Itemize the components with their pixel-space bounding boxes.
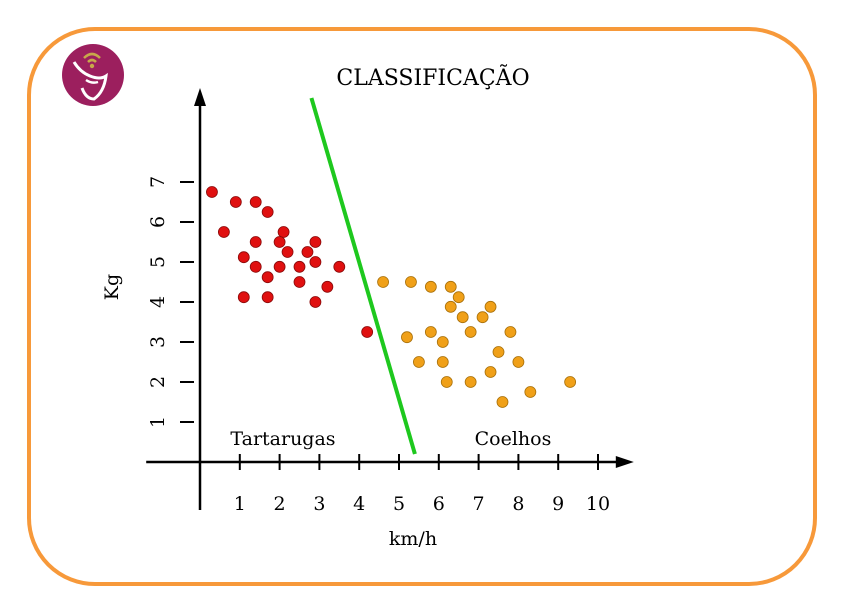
rounded-frame	[27, 27, 817, 586]
point-red-14	[293, 260, 306, 273]
annotation-coelhos: Coelhos	[475, 428, 552, 450]
point-red-13	[273, 260, 286, 273]
logo-icon	[62, 44, 124, 106]
x-axis-label: km/h	[389, 528, 437, 550]
point-orange-22	[524, 386, 537, 398]
y-tick-label-5: 5	[147, 256, 169, 268]
decision-line	[309, 97, 417, 455]
point-orange-18	[484, 366, 497, 378]
point-red-2	[249, 196, 262, 208]
x-tick-label-2: 2	[274, 493, 286, 515]
point-red-18	[293, 276, 306, 288]
x-axis-arrow	[615, 456, 634, 468]
y-tick-label-7: 7	[147, 176, 169, 188]
point-red-21	[261, 291, 274, 304]
point-orange-4	[452, 291, 465, 304]
point-red-16	[333, 260, 346, 273]
point-orange-5	[444, 300, 457, 313]
tick-marks: 1 2 3 4 5 6 7 8 9 10 1 2 3 4 5 6 7	[147, 176, 610, 515]
point-orange-12	[401, 331, 413, 344]
point-red-10	[301, 246, 314, 258]
point-orange-10	[464, 326, 477, 338]
point-orange-19	[440, 376, 453, 388]
point-red-12	[249, 260, 262, 273]
y-tick-label-4: 4	[147, 296, 169, 308]
x-tick-label-9: 9	[552, 493, 564, 515]
point-orange-23	[496, 396, 509, 408]
x-tick-label-8: 8	[512, 493, 524, 515]
point-orange-3	[444, 280, 457, 293]
point-red-8	[309, 236, 322, 248]
annotation-tartarugas: Tartarugas	[230, 428, 335, 450]
point-red-9	[281, 246, 294, 258]
point-orange-6	[484, 300, 497, 313]
point-red-17	[261, 271, 274, 284]
point-orange-21	[564, 376, 577, 388]
point-red-15	[309, 256, 322, 268]
point-red-11	[237, 251, 250, 264]
point-red-0	[206, 186, 218, 198]
point-orange-7	[456, 311, 469, 324]
point-red-20	[237, 291, 250, 304]
x-tick-label-10: 10	[586, 493, 610, 515]
x-tick-label-3: 3	[313, 493, 325, 515]
data-points	[206, 186, 577, 408]
point-red-4	[217, 226, 230, 238]
x-tick-label-6: 6	[433, 493, 445, 515]
y-tick-label-6: 6	[147, 216, 169, 228]
point-orange-11	[504, 326, 517, 338]
axes	[146, 88, 634, 510]
x-tick-label-5: 5	[393, 493, 405, 515]
point-red-7	[273, 236, 286, 248]
point-orange-0	[377, 276, 389, 288]
point-orange-9	[424, 326, 437, 338]
point-orange-1	[405, 276, 417, 288]
point-red-6	[249, 236, 262, 248]
point-orange-2	[424, 280, 437, 293]
point-red-23	[361, 326, 374, 338]
point-orange-20	[464, 376, 477, 388]
y-tick-label-2: 2	[147, 376, 169, 388]
point-orange-17	[512, 356, 525, 368]
point-red-19	[321, 280, 334, 293]
y-tick-label-1: 1	[147, 416, 169, 428]
point-red-22	[309, 296, 322, 308]
point-orange-13	[436, 336, 449, 348]
point-orange-8	[476, 311, 489, 324]
y-axis-label: Kg	[101, 274, 123, 300]
chart-title: CLASSIFICAÇÃO	[336, 63, 529, 91]
point-red-5	[277, 226, 290, 238]
x-tick-label-1: 1	[234, 493, 246, 515]
point-orange-15	[412, 356, 425, 368]
point-orange-14	[492, 346, 505, 358]
x-tick-label-4: 4	[353, 493, 365, 515]
y-tick-label-3: 3	[147, 336, 169, 348]
y-axis-arrow	[194, 88, 206, 106]
x-tick-label-7: 7	[473, 493, 485, 515]
point-red-3	[261, 206, 274, 218]
point-orange-16	[436, 356, 449, 368]
point-red-1	[229, 196, 242, 208]
